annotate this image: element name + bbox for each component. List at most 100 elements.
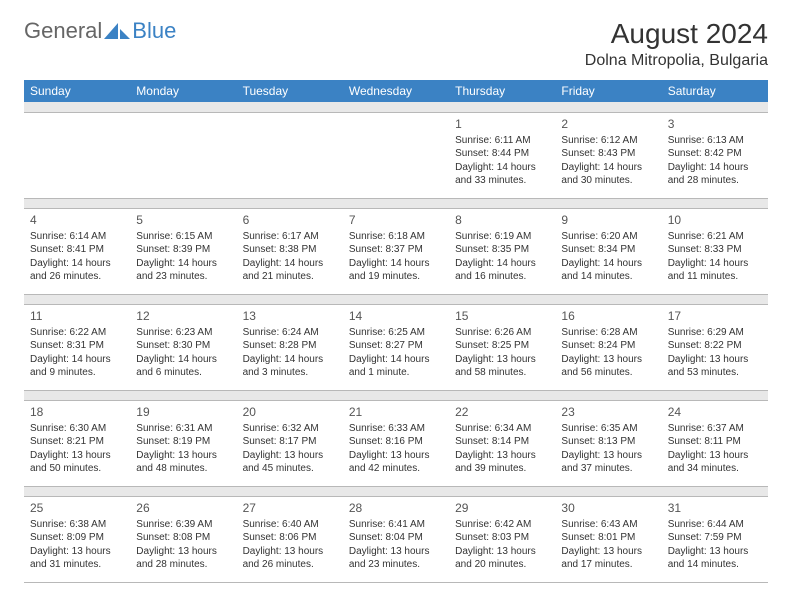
empty-cell bbox=[130, 112, 236, 198]
sunset-text: Sunset: 8:14 PM bbox=[455, 435, 549, 449]
daylight-text: Daylight: 13 hours and 26 minutes. bbox=[243, 545, 337, 572]
day-cell: 1Sunrise: 6:11 AMSunset: 8:44 PMDaylight… bbox=[449, 112, 555, 198]
sunset-text: Sunset: 8:01 PM bbox=[561, 531, 655, 545]
day-number: 25 bbox=[30, 500, 124, 516]
daylight-text: Daylight: 13 hours and 42 minutes. bbox=[349, 449, 443, 476]
empty-cell bbox=[237, 112, 343, 198]
sunrise-text: Sunrise: 6:34 AM bbox=[455, 422, 549, 436]
sunrise-text: Sunrise: 6:15 AM bbox=[136, 230, 230, 244]
day-number: 10 bbox=[668, 212, 762, 228]
week-spacer bbox=[24, 486, 768, 496]
page-header: General Blue August 2024 Dolna Mitropoli… bbox=[24, 18, 768, 70]
sunrise-text: Sunrise: 6:42 AM bbox=[455, 518, 549, 532]
day-number: 28 bbox=[349, 500, 443, 516]
daylight-text: Daylight: 13 hours and 48 minutes. bbox=[136, 449, 230, 476]
daylight-text: Daylight: 13 hours and 39 minutes. bbox=[455, 449, 549, 476]
day-cell: 6Sunrise: 6:17 AMSunset: 8:38 PMDaylight… bbox=[237, 208, 343, 294]
sunset-text: Sunset: 8:42 PM bbox=[668, 147, 762, 161]
title-block: August 2024 Dolna Mitropolia, Bulgaria bbox=[585, 18, 768, 70]
week-spacer bbox=[24, 198, 768, 208]
day-header: Thursday bbox=[449, 80, 555, 102]
sunrise-text: Sunrise: 6:37 AM bbox=[668, 422, 762, 436]
daylight-text: Daylight: 14 hours and 30 minutes. bbox=[561, 161, 655, 188]
day-number: 3 bbox=[668, 116, 762, 132]
sunset-text: Sunset: 8:44 PM bbox=[455, 147, 549, 161]
week-spacer bbox=[24, 390, 768, 400]
daylight-text: Daylight: 14 hours and 28 minutes. bbox=[668, 161, 762, 188]
day-number: 6 bbox=[243, 212, 337, 228]
day-cell: 19 Sunrise: 6:31 AMSunset: 8:19 PMDayligh… bbox=[130, 400, 236, 486]
daylight-text: Daylight: 13 hours and 56 minutes. bbox=[561, 353, 655, 380]
sunset-text: Sunset: 8:21 PM bbox=[30, 435, 124, 449]
sunset-text: Sunset: 8:24 PM bbox=[561, 339, 655, 353]
daylight-text: Daylight: 13 hours and 53 minutes. bbox=[668, 353, 762, 380]
daylight-text: Daylight: 14 hours and 9 minutes. bbox=[30, 353, 124, 380]
day-cell: 2Sunrise: 6:12 AMSunset: 8:43 PMDaylight… bbox=[555, 112, 661, 198]
day-header: Sunday bbox=[24, 80, 130, 102]
sunset-text: Sunset: 8:31 PM bbox=[30, 339, 124, 353]
day-number: 4 bbox=[30, 212, 124, 228]
daylight-text: Daylight: 13 hours and 14 minutes. bbox=[668, 545, 762, 572]
day-header: Wednesday bbox=[343, 80, 449, 102]
sunrise-text: Sunrise: 6:31 AM bbox=[136, 422, 230, 436]
calendar-week: 18Sunrise: 6:30 AMSunset: 8:21 PMDayligh… bbox=[24, 400, 768, 486]
sunrise-text: Sunrise: 6:24 AM bbox=[243, 326, 337, 340]
day-header: Monday bbox=[130, 80, 236, 102]
sunset-text: Sunset: 8:35 PM bbox=[455, 243, 549, 257]
day-cell: 27Sunrise: 6:40 AMSunset: 8:06 PMDayligh… bbox=[237, 496, 343, 582]
daylight-text: Daylight: 13 hours and 20 minutes. bbox=[455, 545, 549, 572]
sunrise-text: Sunrise: 6:26 AM bbox=[455, 326, 549, 340]
day-number: 14 bbox=[349, 308, 443, 324]
sunrise-text: Sunrise: 6:33 AM bbox=[349, 422, 443, 436]
daylight-text: Daylight: 14 hours and 23 minutes. bbox=[136, 257, 230, 284]
sunrise-text: Sunrise: 6:11 AM bbox=[455, 134, 549, 148]
day-cell: 11Sunrise: 6:22 AMSunset: 8:31 PMDayligh… bbox=[24, 304, 130, 390]
daylight-text: Daylight: 13 hours and 37 minutes. bbox=[561, 449, 655, 476]
sunset-text: Sunset: 8:27 PM bbox=[349, 339, 443, 353]
sunset-text: Sunset: 8:25 PM bbox=[455, 339, 549, 353]
day-cell: 7Sunrise: 6:18 AMSunset: 8:37 PMDaylight… bbox=[343, 208, 449, 294]
sunset-text: Sunset: 8:06 PM bbox=[243, 531, 337, 545]
sunrise-text: Sunrise: 6:14 AM bbox=[30, 230, 124, 244]
day-number: 20 bbox=[243, 404, 337, 420]
sunset-text: Sunset: 8:13 PM bbox=[561, 435, 655, 449]
daylight-text: Daylight: 14 hours and 6 minutes. bbox=[136, 353, 230, 380]
sunset-text: Sunset: 8:39 PM bbox=[136, 243, 230, 257]
day-number: 27 bbox=[243, 500, 337, 516]
daylight-text: Daylight: 14 hours and 1 minute. bbox=[349, 353, 443, 380]
daylight-text: Daylight: 13 hours and 23 minutes. bbox=[349, 545, 443, 572]
day-number: 31 bbox=[668, 500, 762, 516]
day-cell: 18Sunrise: 6:30 AMSunset: 8:21 PMDayligh… bbox=[24, 400, 130, 486]
sunrise-text: Sunrise: 6:44 AM bbox=[668, 518, 762, 532]
sunrise-text: Sunrise: 6:12 AM bbox=[561, 134, 655, 148]
day-number: 12 bbox=[136, 308, 230, 324]
daylight-text: Daylight: 13 hours and 28 minutes. bbox=[136, 545, 230, 572]
sunrise-text: Sunrise: 6:32 AM bbox=[243, 422, 337, 436]
day-number: 18 bbox=[30, 404, 124, 420]
sunset-text: Sunset: 8:19 PM bbox=[136, 435, 230, 449]
day-header-row: Sunday Monday Tuesday Wednesday Thursday… bbox=[24, 80, 768, 102]
calendar-week: 4Sunrise: 6:14 AMSunset: 8:41 PMDaylight… bbox=[24, 208, 768, 294]
daylight-text: Daylight: 13 hours and 45 minutes. bbox=[243, 449, 337, 476]
daylight-text: Daylight: 14 hours and 14 minutes. bbox=[561, 257, 655, 284]
day-cell: 22 Sunrise: 6:34 AMSunset: 8:14 PMDayligh… bbox=[449, 400, 555, 486]
daylight-text: Daylight: 13 hours and 50 minutes. bbox=[30, 449, 124, 476]
logo-text-blue: Blue bbox=[132, 18, 176, 44]
sunrise-text: Sunrise: 6:19 AM bbox=[455, 230, 549, 244]
sunrise-text: Sunrise: 6:28 AM bbox=[561, 326, 655, 340]
day-number: 7 bbox=[349, 212, 443, 228]
day-cell: 14Sunrise: 6:25 AMSunset: 8:27 PMDayligh… bbox=[343, 304, 449, 390]
calendar-week: 11Sunrise: 6:22 AMSunset: 8:31 PMDayligh… bbox=[24, 304, 768, 390]
sunset-text: Sunset: 8:11 PM bbox=[668, 435, 762, 449]
day-cell: 21Sunrise: 6:33 AMSunset: 8:16 PMDayligh… bbox=[343, 400, 449, 486]
day-cell: 3Sunrise: 6:13 AMSunset: 8:42 PMDaylight… bbox=[662, 112, 768, 198]
sunrise-text: Sunrise: 6:21 AM bbox=[668, 230, 762, 244]
day-number: 22 bbox=[455, 404, 549, 420]
day-number: 19 bbox=[136, 404, 230, 420]
sunrise-text: Sunrise: 6:17 AM bbox=[243, 230, 337, 244]
sunset-text: Sunset: 8:17 PM bbox=[243, 435, 337, 449]
sunset-text: Sunset: 8:34 PM bbox=[561, 243, 655, 257]
day-cell: 26Sunrise: 6:39 AMSunset: 8:08 PMDayligh… bbox=[130, 496, 236, 582]
logo-text-general: General bbox=[24, 18, 102, 44]
sunrise-text: Sunrise: 6:20 AM bbox=[561, 230, 655, 244]
